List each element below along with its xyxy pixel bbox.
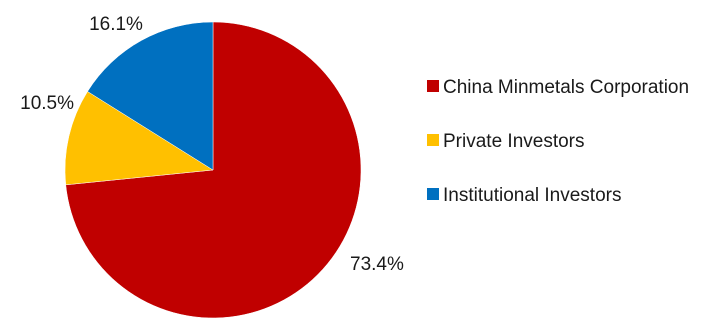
legend-swatch-0 — [427, 80, 439, 92]
legend-label-2: Institutional Investors — [443, 185, 621, 206]
legend: China Minmetals Corporation Private Inves… — [427, 77, 689, 206]
legend-swatch-2 — [427, 188, 439, 200]
pie-data-label-1: 10.5% — [20, 93, 74, 114]
legend-swatch-1 — [427, 134, 439, 146]
pie-data-label-2: 16.1% — [89, 14, 143, 35]
pie-data-label-0: 73.4% — [350, 254, 404, 275]
pie-data-labels: 73.4% 10.5% 16.1% — [20, 14, 404, 275]
pie-slice-2 — [87, 21, 214, 171]
legend-label-0: China Minmetals Corporation — [443, 77, 689, 98]
pie-slices — [64, 21, 362, 319]
pie-slice-1 — [64, 91, 214, 186]
legend-label-1: Private Investors — [443, 131, 585, 152]
